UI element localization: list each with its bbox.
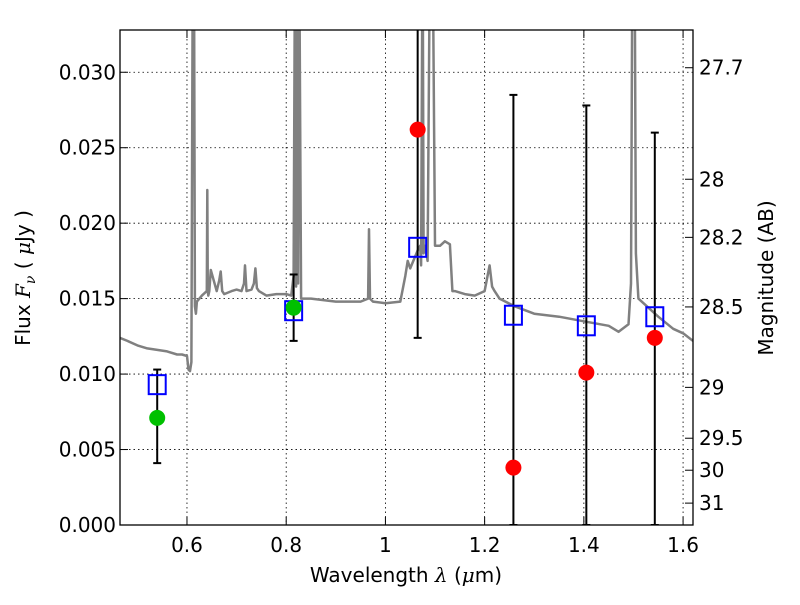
mag-tick-label: 30 (699, 458, 724, 482)
mag-tick-label: 28.2 (699, 225, 744, 249)
mag-tick-label: 28.5 (699, 295, 744, 319)
point-layer (147, 121, 665, 476)
mag-tick-label: 31 (699, 491, 724, 515)
observed-flux-point (409, 121, 426, 138)
errorbar-layer (153, 30, 659, 525)
mag-tick-label: 27.7 (699, 56, 744, 80)
x-tick-label: 1.4 (568, 533, 600, 557)
right-axis-label: Magnitude (AB) (754, 200, 778, 355)
x-tick-label: 1 (379, 533, 392, 557)
mag-tick-label: 29.5 (699, 426, 744, 450)
y-tick-label: 0.020 (59, 211, 116, 235)
plot-frame (119, 29, 694, 526)
observed-flux-point (505, 459, 522, 476)
observed-flux-point (149, 409, 166, 426)
model-spectrum-line (120, 30, 693, 373)
mag-tick-label: 29 (699, 375, 724, 399)
y-tick-label: 0.005 (59, 438, 116, 462)
tick-layer: 0.6 0.8 1 1.2 1.4 1.6 0.000 0.005 0.010 0.015 0.02… (59, 30, 744, 557)
observed-flux-point (646, 329, 663, 346)
y-tick-label: 0.030 (59, 60, 116, 84)
y-axis-label: Flux Fν ( μJy ) (11, 210, 39, 346)
x-tick-label: 1.6 (667, 533, 699, 557)
model-flux-square (503, 304, 523, 326)
x-tick-label: 0.6 (171, 533, 203, 557)
observed-flux-point (578, 364, 595, 381)
model-flux-square (408, 236, 428, 258)
model-flux-square (645, 306, 665, 328)
x-tick-label: 0.8 (270, 533, 302, 557)
model-flux-square (576, 315, 596, 337)
model-flux-square (147, 374, 167, 396)
mag-tick-label: 28 (699, 167, 724, 191)
model-spectrum-layer (120, 30, 693, 373)
y-tick-label: 0.010 (59, 362, 116, 386)
y-tick-label: 0.000 (59, 513, 116, 537)
observed-flux-point (285, 299, 302, 316)
y-tick-label: 0.025 (59, 136, 116, 160)
x-axis-label: Wavelength λ (μm) (310, 563, 502, 587)
x-tick-label: 1.2 (469, 533, 501, 557)
y-tick-label: 0.015 (59, 287, 116, 311)
